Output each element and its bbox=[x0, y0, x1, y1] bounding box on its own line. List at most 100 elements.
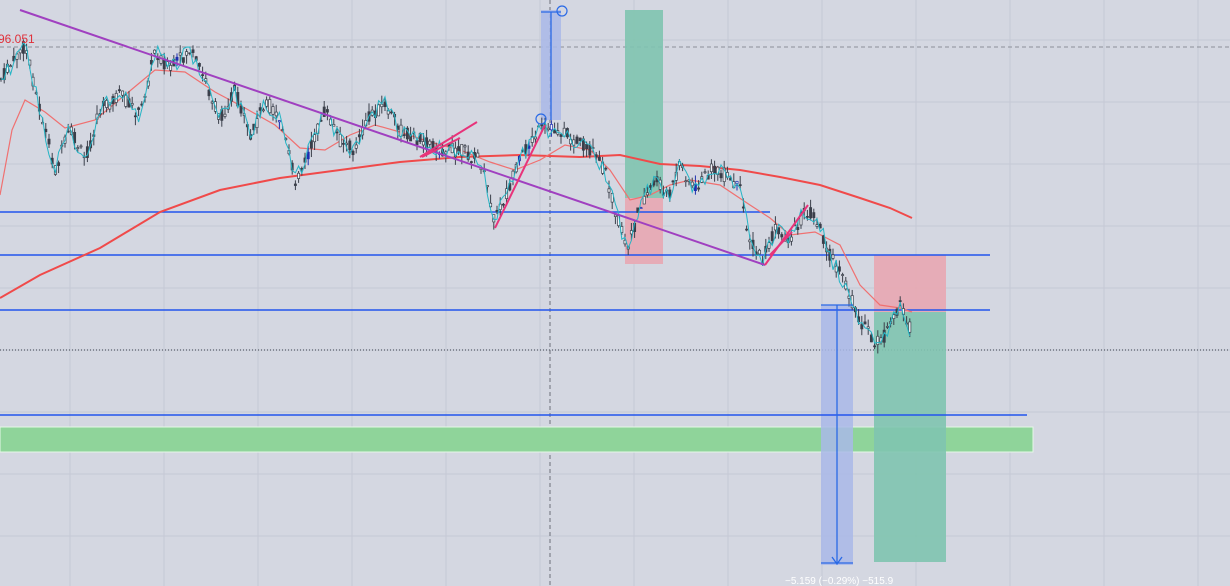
candle-body bbox=[162, 59, 166, 70]
candle-body bbox=[709, 163, 713, 173]
horizontal-levels[interactable] bbox=[0, 211, 1027, 416]
candle-body bbox=[809, 207, 813, 219]
moving-average-slow-line bbox=[0, 153, 913, 299]
candle-body bbox=[402, 134, 406, 136]
candle-body bbox=[335, 131, 339, 134]
candle-body bbox=[649, 185, 653, 188]
candle-body bbox=[57, 162, 61, 166]
candle-body bbox=[457, 146, 461, 152]
candle-body bbox=[898, 300, 902, 302]
pattern-line bbox=[764, 204, 809, 266]
candle-body bbox=[869, 334, 873, 343]
candle-body bbox=[76, 147, 80, 149]
pattern-line bbox=[419, 121, 478, 158]
candle-body bbox=[277, 120, 281, 123]
candle-body bbox=[770, 231, 774, 242]
candle-body bbox=[796, 227, 800, 230]
candle-body bbox=[668, 189, 672, 198]
candle-body bbox=[197, 63, 201, 67]
candle-body bbox=[348, 140, 352, 151]
candle-body bbox=[124, 94, 128, 107]
candle-body bbox=[805, 216, 809, 218]
drawings[interactable] bbox=[19, 5, 853, 566]
candle-body bbox=[313, 134, 317, 143]
candle-body bbox=[585, 144, 589, 150]
pattern-line bbox=[769, 231, 793, 256]
candle-body bbox=[300, 167, 304, 170]
candle-body bbox=[863, 321, 867, 325]
candle-body bbox=[741, 206, 745, 209]
candle-body bbox=[885, 326, 889, 328]
moving-average-fast-line bbox=[0, 69, 913, 313]
candle-body bbox=[533, 136, 537, 140]
pattern-line bbox=[494, 124, 546, 229]
candle-body bbox=[21, 41, 25, 54]
candle-body bbox=[325, 109, 329, 113]
candle-body bbox=[719, 173, 723, 179]
candle-body bbox=[837, 266, 841, 272]
candle-body bbox=[604, 167, 608, 170]
candle-body bbox=[338, 133, 342, 148]
candle-body bbox=[121, 90, 125, 96]
candle-body bbox=[780, 234, 784, 238]
long-stop-zone-2 bbox=[874, 255, 946, 312]
candle-body bbox=[501, 203, 505, 206]
candle-body bbox=[738, 184, 742, 186]
candle-body bbox=[297, 172, 301, 179]
candle-body bbox=[463, 145, 467, 148]
target-zone bbox=[0, 426, 1034, 453]
candle-body bbox=[201, 74, 205, 76]
candle-body bbox=[274, 111, 278, 117]
candle-body bbox=[332, 124, 336, 127]
candle-body bbox=[181, 57, 185, 63]
candle-body bbox=[645, 192, 649, 196]
pattern-handle bbox=[535, 113, 547, 125]
candle-body bbox=[73, 131, 77, 144]
candle-body bbox=[789, 236, 793, 242]
candle-body bbox=[553, 129, 557, 134]
candle-body bbox=[223, 113, 227, 117]
price-label: 96.051 bbox=[0, 32, 35, 46]
candle-body bbox=[169, 65, 173, 71]
candle-body bbox=[149, 59, 153, 65]
candle-body bbox=[530, 136, 534, 143]
candle-body bbox=[271, 106, 275, 115]
candle-body bbox=[773, 224, 777, 231]
candle-body bbox=[47, 138, 51, 145]
candle-body bbox=[341, 143, 345, 145]
candle-body bbox=[185, 51, 189, 56]
candle-body bbox=[354, 144, 358, 149]
candle-body bbox=[639, 207, 643, 209]
candle-body bbox=[722, 167, 726, 183]
candle-body bbox=[610, 193, 614, 203]
candle-body bbox=[697, 187, 701, 190]
candle-body bbox=[642, 196, 646, 205]
candle-body bbox=[671, 180, 675, 183]
candle-body bbox=[812, 212, 816, 219]
candle-body bbox=[130, 103, 134, 106]
candle-body bbox=[815, 224, 819, 227]
candle-body bbox=[117, 89, 121, 92]
candle-body bbox=[44, 128, 48, 133]
candles bbox=[0, 39, 912, 354]
candle-body bbox=[540, 124, 544, 127]
candle-body bbox=[757, 249, 761, 255]
candle-body bbox=[79, 145, 83, 148]
candle-body bbox=[607, 188, 611, 193]
candle-body bbox=[210, 101, 214, 104]
pattern-line bbox=[421, 137, 461, 158]
candle-body bbox=[239, 106, 243, 114]
candle-body bbox=[828, 248, 832, 261]
candle-body bbox=[575, 136, 579, 144]
candle-body bbox=[831, 254, 835, 259]
candle-body bbox=[690, 181, 694, 187]
candle-body bbox=[597, 156, 601, 161]
candle-body bbox=[745, 228, 749, 231]
candle-body bbox=[908, 321, 912, 333]
candle-body bbox=[841, 274, 845, 276]
candle-body bbox=[377, 104, 381, 117]
long-profit-zone-2 bbox=[874, 312, 946, 562]
candle-body bbox=[613, 214, 617, 217]
